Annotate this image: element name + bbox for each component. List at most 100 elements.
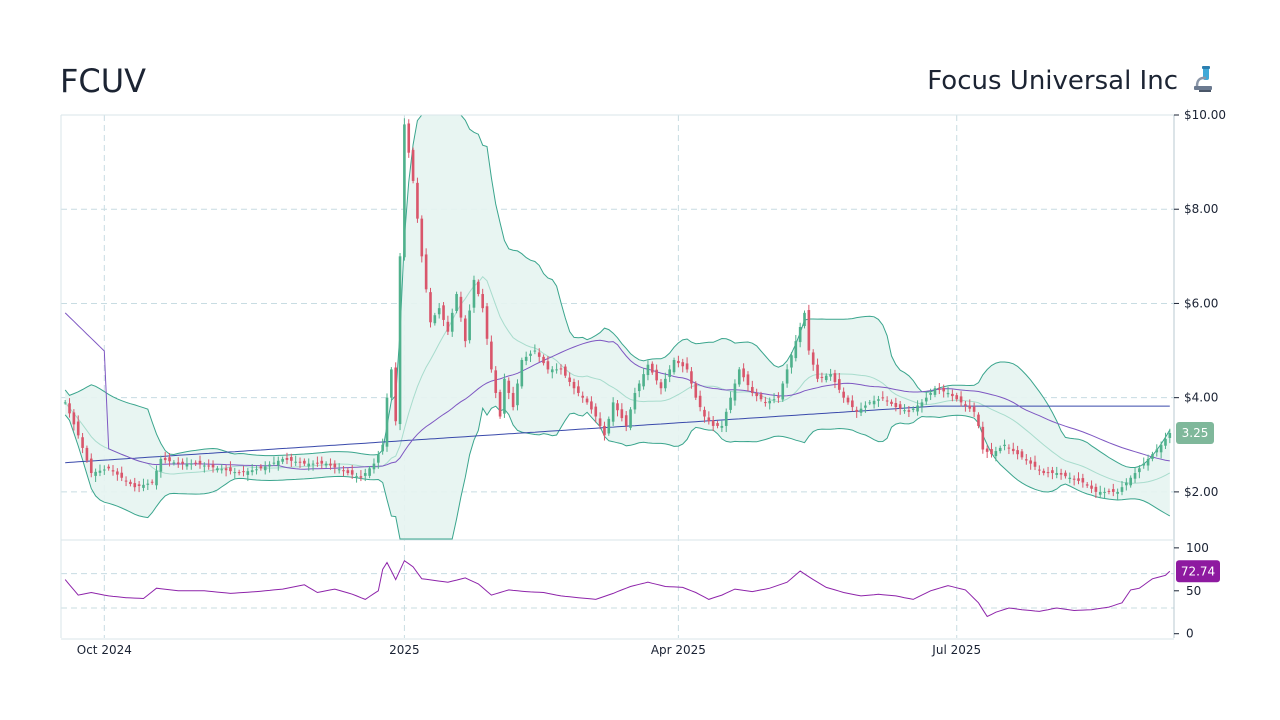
candle-body [1068, 477, 1072, 480]
candle-body [816, 364, 819, 379]
candle-body [216, 468, 219, 471]
candle-body [437, 308, 441, 315]
candle-body [1003, 444, 1006, 447]
candle-body [794, 341, 798, 359]
candle-body [911, 408, 915, 410]
candle-body [546, 361, 550, 370]
candle-body [724, 411, 728, 426]
candle-body [890, 401, 893, 404]
candle-body [1129, 477, 1132, 486]
candle-body [103, 469, 106, 471]
candle-body [524, 356, 528, 361]
candle-body [981, 426, 985, 450]
candle-body [155, 470, 158, 486]
candle-body [455, 294, 458, 311]
candle-body [268, 464, 271, 467]
candle-body [985, 448, 989, 452]
candle-body [1120, 487, 1124, 492]
candle-body [1146, 458, 1150, 466]
candle-body [894, 403, 898, 408]
candle-body [1038, 469, 1041, 471]
candle-body [907, 410, 911, 412]
candle-body [450, 312, 454, 332]
candle-body [637, 383, 641, 392]
candle-body [185, 463, 189, 467]
candle-body [768, 400, 772, 404]
candle-body [777, 396, 780, 398]
candle-body [146, 483, 150, 485]
candle-body [733, 383, 737, 401]
rsi-axis: 0 50 100 [1174, 541, 1209, 641]
candle-body [477, 281, 480, 295]
candle-body [429, 292, 432, 323]
candle-body [803, 312, 806, 327]
candle-body [411, 149, 415, 181]
candle-body [407, 123, 411, 153]
candle-body [1077, 478, 1080, 481]
candle-body [851, 400, 854, 408]
candle-body [577, 386, 580, 393]
last-price-badge [1176, 422, 1214, 444]
candle-body [89, 458, 93, 474]
candle-body [303, 460, 306, 464]
candle-body [959, 396, 963, 403]
candle-body [1164, 438, 1167, 446]
candle-body [316, 462, 319, 464]
candle-body [694, 383, 698, 398]
candle-body [785, 369, 789, 384]
candle-body [616, 403, 619, 411]
candle-body [363, 473, 367, 476]
candle-body [1033, 461, 1037, 467]
candle-body [481, 294, 484, 309]
candle-body [898, 404, 902, 409]
candle-body [946, 392, 950, 395]
candle-body [172, 462, 176, 464]
candle-body [668, 369, 671, 377]
last-price-label: 3.25 [1182, 426, 1209, 440]
candle-body [711, 420, 715, 426]
candle-body [324, 463, 328, 466]
candle-body [542, 356, 545, 364]
candle-body [798, 327, 802, 343]
rsi-line [64, 559, 1171, 618]
candle-body [181, 461, 184, 464]
candle-body [820, 376, 824, 378]
candle-body [276, 460, 280, 466]
candle-body [272, 462, 276, 464]
candle-body [564, 366, 567, 376]
candle-body [716, 423, 719, 426]
candle-body [442, 305, 445, 320]
candle-body [550, 369, 554, 373]
candle-body [1046, 472, 1050, 474]
candle-body [994, 451, 998, 457]
candle-body [650, 363, 654, 373]
last-rsi-badge [1176, 560, 1220, 583]
candle-body [1024, 459, 1028, 461]
candle-body [990, 449, 993, 455]
candle-body [855, 409, 859, 412]
candle-body [198, 460, 202, 465]
ma-200-line [65, 405, 1170, 464]
candle-body [755, 392, 758, 397]
candle-body [772, 399, 776, 401]
candle-body [1059, 473, 1063, 475]
candle-body [129, 481, 132, 485]
candle-body [955, 395, 959, 400]
candle-body [533, 350, 537, 352]
candle-body [1116, 491, 1119, 494]
candle-body [664, 378, 667, 389]
candle-body [720, 425, 724, 428]
candle-body [298, 461, 302, 463]
candle-body [1094, 486, 1098, 492]
candle-body [490, 341, 493, 370]
candle-body [572, 381, 576, 389]
candle-body [76, 421, 80, 436]
candle-body [498, 392, 502, 417]
candle-body [677, 360, 680, 364]
candle-body [972, 406, 976, 412]
candle-body [124, 480, 128, 482]
candle-body [1111, 489, 1115, 492]
candle-body [920, 402, 924, 407]
price-tick-label: $4.00 [1184, 391, 1218, 405]
candlesticks [63, 118, 1172, 500]
